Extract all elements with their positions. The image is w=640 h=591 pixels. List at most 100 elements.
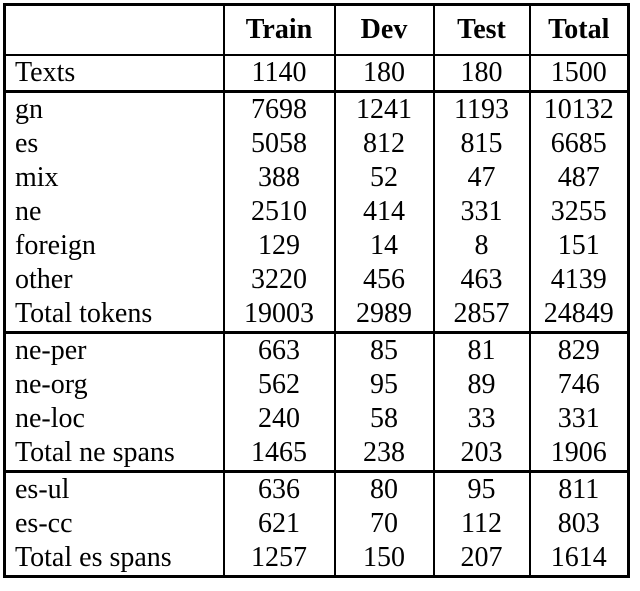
row-label: es: [15, 128, 39, 159]
value-cell: 388: [222, 161, 335, 195]
row-label: Texts: [15, 57, 76, 88]
table-row: ne-loc 240 58 33 331: [5, 402, 629, 436]
row-label: ne-org: [15, 369, 88, 400]
value-cell: 331: [528, 402, 629, 436]
value-cell: 487: [528, 161, 629, 195]
value-cell: 1257: [222, 541, 335, 577]
value-cell: 33: [432, 402, 530, 436]
table-row: ne 2510 414 331 3255: [5, 195, 629, 229]
table-row: Total tokens 19003 2989 2857 24849: [5, 297, 629, 333]
value-cell: 95: [333, 368, 434, 402]
value-cell: 238: [333, 436, 434, 472]
value-cell: 80: [333, 470, 434, 507]
value-cell: 663: [222, 331, 335, 368]
column-header-dev: Dev: [333, 4, 434, 56]
value-cell: 621: [222, 507, 335, 541]
dataset-statistics-table: Train Dev Test Total Texts 1140 180 180 …: [3, 3, 630, 578]
row-label: Total ne spans: [15, 437, 175, 468]
value-cell: 829: [528, 331, 629, 368]
value-cell: 811: [528, 470, 629, 507]
value-cell: 150: [333, 541, 434, 577]
value-cell: 129: [222, 229, 335, 263]
value-cell: 6685: [528, 127, 629, 161]
value-cell: 5058: [222, 127, 335, 161]
value-cell: 8: [432, 229, 530, 263]
table-row: Total ne spans 1465 238 203 1906: [5, 436, 629, 472]
row-label: es-cc: [15, 508, 73, 539]
value-cell: 7698: [222, 90, 335, 127]
value-cell: 81: [432, 331, 530, 368]
row-label: Total tokens: [15, 298, 153, 329]
value-cell: 636: [222, 470, 335, 507]
table-row: ne-per 663 85 81 829: [4, 331, 629, 368]
row-label: foreign: [15, 230, 96, 261]
value-cell: 1465: [222, 436, 335, 472]
value-cell: 240: [222, 402, 335, 436]
value-cell: 2510: [222, 195, 335, 229]
table-row: ne-org 562 95 89 746: [5, 368, 629, 402]
value-cell: 10132: [528, 90, 629, 127]
value-cell: 1193: [432, 90, 530, 127]
value-cell: 1906: [528, 436, 629, 472]
value-cell: 151: [528, 229, 629, 263]
row-label: es-ul: [4, 470, 224, 507]
value-cell: 89: [432, 368, 530, 402]
value-cell: 47: [432, 161, 530, 195]
value-cell: 3255: [528, 195, 629, 229]
value-cell: 414: [333, 195, 434, 229]
value-cell: 85: [333, 331, 434, 368]
table-row: other 3220 456 463 4139: [5, 263, 629, 297]
value-cell: 463: [432, 263, 530, 297]
value-cell: 803: [528, 507, 629, 541]
value-cell: 456: [333, 263, 434, 297]
value-cell: 1500: [528, 55, 629, 92]
value-cell: 70: [333, 507, 434, 541]
value-cell: 4139: [528, 263, 629, 297]
column-header-total: Total: [528, 4, 629, 56]
value-cell: 331: [432, 195, 530, 229]
table-header: Train Dev Test Total: [4, 4, 629, 56]
table-row: gn 7698 1241 1193 10132: [4, 90, 629, 127]
section-es-spans: es-ul 636 80 95 811 es-cc 621 70 112 803…: [4, 470, 629, 577]
value-cell: 2989: [333, 297, 434, 333]
value-cell: 562: [222, 368, 335, 402]
value-cell: 180: [432, 55, 530, 92]
value-cell: 95: [432, 470, 530, 507]
value-cell: 1614: [528, 541, 629, 577]
value-cell: 19003: [222, 297, 335, 333]
section-tokens: gn 7698 1241 1193 10132 es 5058 812 815 …: [4, 90, 629, 333]
column-header-test: Test: [432, 4, 530, 56]
row-label: ne-per: [4, 331, 224, 368]
table-row: es-cc 621 70 112 803: [5, 507, 629, 541]
value-cell: 180: [333, 55, 434, 92]
value-cell: 2857: [432, 297, 530, 333]
value-cell: 815: [432, 127, 530, 161]
row-label: other: [15, 264, 73, 295]
section-ne-spans: ne-per 663 85 81 829 ne-org 562 95 89 74…: [4, 331, 629, 472]
value-cell: 52: [333, 161, 434, 195]
table-row: es 5058 812 815 6685: [5, 127, 629, 161]
value-cell: 58: [333, 402, 434, 436]
row-label: gn: [4, 90, 224, 127]
value-cell: 207: [432, 541, 530, 577]
header-row: Train Dev Test Total: [4, 4, 629, 56]
value-cell: 24849: [528, 297, 629, 333]
table-row: Total es spans 1257 150 207 1614: [5, 541, 629, 577]
section-texts: Texts 1140 180 180 1500: [5, 55, 629, 92]
table-row: foreign 129 14 8 151: [5, 229, 629, 263]
value-cell: 746: [528, 368, 629, 402]
table-row: mix 388 52 47 487: [5, 161, 629, 195]
row-label: Total es spans: [15, 542, 172, 573]
value-cell: 203: [432, 436, 530, 472]
row-label: mix: [15, 162, 59, 193]
value-cell: 1140: [222, 55, 335, 92]
value-cell: 1241: [333, 90, 434, 127]
value-cell: 14: [333, 229, 434, 263]
row-label: ne-loc: [15, 403, 85, 434]
row-label: ne: [15, 196, 42, 227]
value-cell: 3220: [222, 263, 335, 297]
column-header-train: Train: [222, 4, 335, 56]
table-row: es-ul 636 80 95 811: [4, 470, 629, 507]
table-row: Texts 1140 180 180 1500: [5, 55, 629, 92]
value-cell: 112: [432, 507, 530, 541]
